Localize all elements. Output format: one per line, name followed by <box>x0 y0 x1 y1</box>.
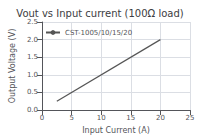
svg-text:Output Voltage (V): Output Voltage (V) <box>8 29 17 104</box>
svg-text:Vout vs Input current (100Ω lo: Vout vs Input current (100Ω load) <box>16 8 183 19</box>
svg-text:2.5: 2.5 <box>27 18 38 26</box>
svg-text:1.0: 1.0 <box>27 71 38 79</box>
svg-text:20: 20 <box>156 114 165 122</box>
svg-text:0.5: 0.5 <box>27 88 38 96</box>
svg-text:Input Current (A): Input Current (A) <box>82 126 150 135</box>
svg-text:5: 5 <box>69 114 73 122</box>
svg-text:1.5: 1.5 <box>27 53 38 61</box>
svg-text:0: 0 <box>40 114 44 122</box>
svg-text:0.0: 0.0 <box>27 106 38 114</box>
svg-text:2.0: 2.0 <box>27 36 38 44</box>
svg-text:15: 15 <box>126 114 135 122</box>
svg-text:10: 10 <box>97 114 106 122</box>
svg-text:25: 25 <box>186 114 195 122</box>
svg-text:CST-1005/10/15/20: CST-1005/10/15/20 <box>65 29 132 37</box>
